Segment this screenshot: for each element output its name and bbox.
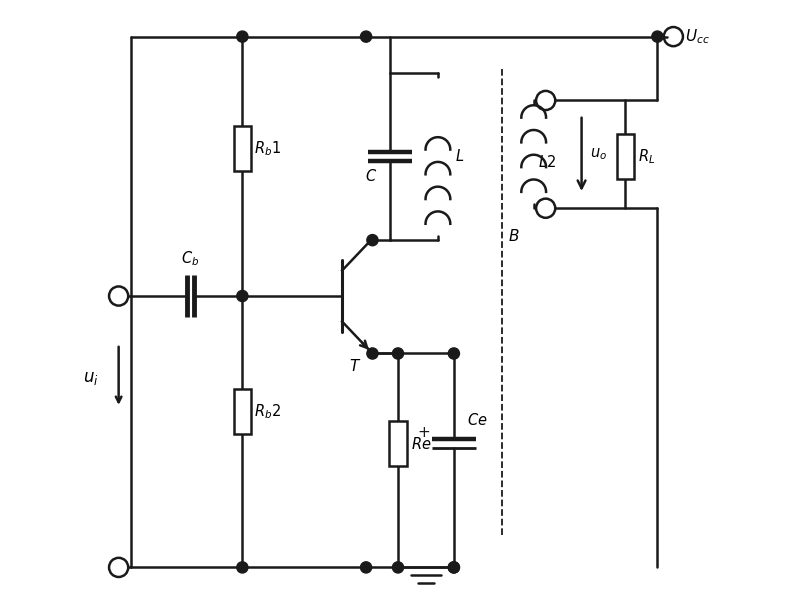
Text: $R_b 2$: $R_b 2$: [254, 403, 280, 421]
Circle shape: [361, 31, 372, 42]
Text: $Re$: $Re$: [411, 436, 431, 452]
Text: $Ce$: $Ce$: [466, 412, 487, 428]
Circle shape: [392, 348, 404, 359]
Circle shape: [236, 562, 248, 573]
Circle shape: [236, 31, 248, 42]
Circle shape: [236, 291, 248, 302]
Bar: [617, 134, 634, 179]
Text: $R_L$: $R_L$: [638, 147, 656, 166]
Circle shape: [448, 348, 459, 359]
Text: +: +: [417, 425, 430, 441]
Text: $u_i$: $u_i$: [83, 370, 99, 387]
Text: $C_b$: $C_b$: [181, 249, 199, 268]
Circle shape: [392, 562, 404, 573]
Text: $u_o$: $u_o$: [590, 146, 607, 162]
Bar: [233, 126, 251, 171]
Text: $C$: $C$: [365, 168, 377, 184]
Bar: [389, 421, 407, 466]
Circle shape: [448, 562, 459, 573]
Text: $T$: $T$: [349, 358, 361, 375]
Circle shape: [367, 234, 378, 246]
Circle shape: [448, 562, 459, 573]
Text: $R_b 1$: $R_b 1$: [254, 139, 280, 158]
Circle shape: [367, 348, 378, 359]
Circle shape: [361, 562, 372, 573]
Text: $B$: $B$: [508, 228, 520, 244]
Circle shape: [652, 31, 663, 42]
Text: $U_{cc}$: $U_{cc}$: [685, 28, 710, 46]
Bar: [233, 389, 251, 434]
Text: $L$: $L$: [455, 148, 465, 165]
Text: $L2$: $L2$: [537, 154, 556, 170]
